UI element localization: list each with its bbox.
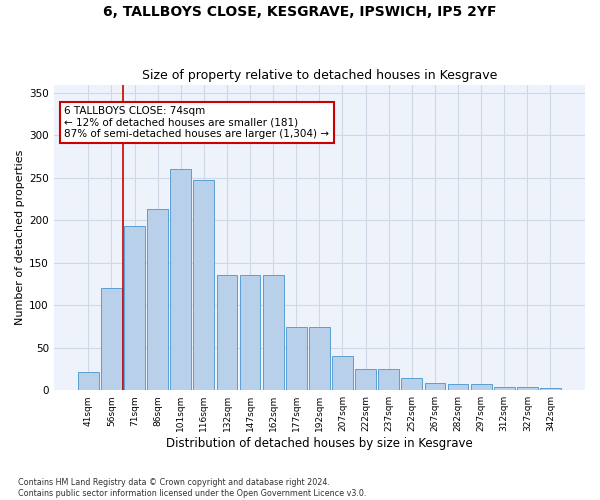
Bar bbox=[239, 274, 260, 390]
Bar bbox=[379, 369, 399, 390]
Bar bbox=[471, 384, 491, 390]
Y-axis label: Number of detached properties: Number of detached properties bbox=[15, 150, 25, 325]
Bar bbox=[286, 326, 307, 390]
Bar bbox=[425, 384, 445, 390]
Bar bbox=[78, 372, 99, 390]
Bar bbox=[401, 378, 422, 390]
X-axis label: Distribution of detached houses by size in Kesgrave: Distribution of detached houses by size … bbox=[166, 437, 473, 450]
Bar bbox=[263, 274, 284, 390]
Bar bbox=[355, 369, 376, 390]
Text: 6, TALLBOYS CLOSE, KESGRAVE, IPSWICH, IP5 2YF: 6, TALLBOYS CLOSE, KESGRAVE, IPSWICH, IP… bbox=[103, 5, 497, 19]
Bar bbox=[124, 226, 145, 390]
Bar bbox=[540, 388, 561, 390]
Bar bbox=[101, 288, 122, 390]
Bar bbox=[494, 387, 515, 390]
Bar bbox=[332, 356, 353, 390]
Text: 6 TALLBOYS CLOSE: 74sqm
← 12% of detached houses are smaller (181)
87% of semi-d: 6 TALLBOYS CLOSE: 74sqm ← 12% of detache… bbox=[64, 106, 329, 139]
Bar bbox=[147, 210, 168, 390]
Bar bbox=[217, 274, 238, 390]
Bar bbox=[170, 168, 191, 390]
Bar bbox=[309, 326, 330, 390]
Title: Size of property relative to detached houses in Kesgrave: Size of property relative to detached ho… bbox=[142, 69, 497, 82]
Bar bbox=[517, 387, 538, 390]
Bar bbox=[448, 384, 469, 390]
Text: Contains HM Land Registry data © Crown copyright and database right 2024.
Contai: Contains HM Land Registry data © Crown c… bbox=[18, 478, 367, 498]
Bar bbox=[193, 180, 214, 390]
